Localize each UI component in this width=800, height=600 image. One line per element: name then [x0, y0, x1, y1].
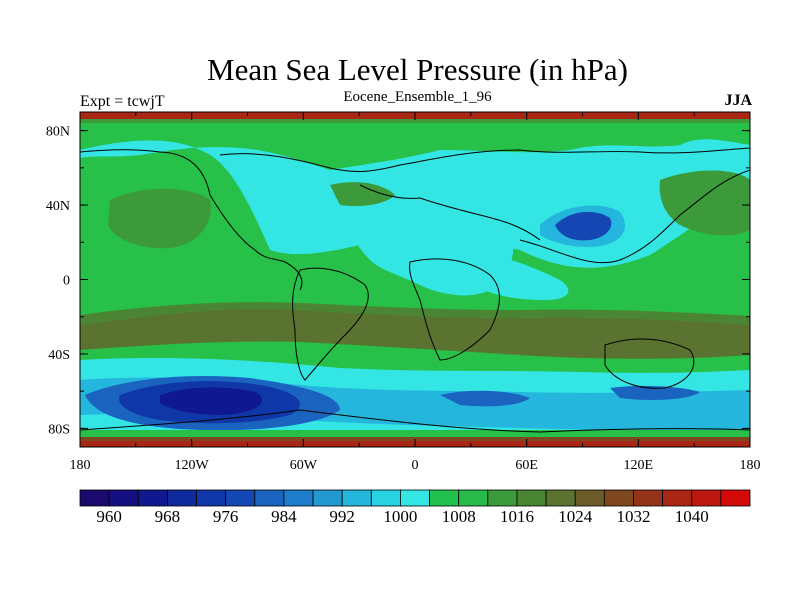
x-tick-label: 60W — [290, 458, 318, 473]
season-label: JJA — [724, 92, 752, 109]
asia-low-core — [555, 211, 612, 241]
colorbar-label: 968 — [155, 507, 181, 526]
colorbar-swatch — [429, 489, 460, 507]
axis-ticks: 180 120W 60W 0 60E 120E 180 80N 40N 0 40S 80S — [46, 112, 761, 473]
colorbar-swatch — [720, 489, 751, 507]
x-tick-label: 120W — [175, 458, 210, 473]
south-low-patch-2 — [440, 390, 530, 407]
colorbar-swatch — [516, 489, 547, 507]
north-america-coast — [80, 149, 303, 291]
colorbar-swatch — [662, 489, 693, 507]
colorbar-swatch — [370, 489, 401, 507]
colorbar-swatch — [312, 489, 343, 507]
pacific-high — [108, 188, 211, 249]
colorbar-swatch — [458, 489, 489, 507]
south-high-belt — [80, 308, 750, 359]
arctic-coast — [219, 147, 750, 172]
colorbar-label: 1000 — [383, 507, 417, 526]
colorbar-swatch — [691, 489, 722, 507]
colorbar-label: 1024 — [558, 507, 593, 526]
south-high-belt-core — [80, 302, 750, 325]
colorbar-swatch — [108, 489, 139, 507]
colorbar-swatch — [137, 489, 168, 507]
colorbar-swatch — [487, 489, 518, 507]
colorbar: 960 968 976 984 992 1000 1008 1016 1024 1032 1040 — [79, 489, 751, 526]
colorbar-label: 1008 — [442, 507, 476, 526]
y-tick-label: 0 — [63, 274, 70, 289]
antarctica-coast — [80, 409, 750, 433]
colorbar-swatch — [400, 489, 430, 507]
colorbar-swatch — [254, 489, 285, 507]
colorbar-label: 960 — [96, 507, 122, 526]
colorbar-swatch — [603, 489, 634, 507]
colorbar-label: 976 — [213, 507, 239, 526]
south-low-core-3 — [160, 387, 263, 415]
colorbar-swatch — [283, 489, 314, 507]
x-tick-label: 180 — [70, 458, 91, 473]
tropical-low — [470, 250, 569, 300]
australia-coast — [604, 338, 695, 389]
x-tick-label: 120E — [624, 458, 654, 473]
europe-coast — [359, 184, 541, 241]
south-america-coast — [292, 267, 369, 381]
colorbar-label: 1032 — [616, 507, 650, 526]
chart-title: Mean Sea Level Pressure (in hPa) — [207, 52, 628, 87]
y-tick-label: 40N — [46, 199, 70, 214]
colorbar-swatch — [196, 489, 227, 507]
coastlines — [80, 147, 750, 433]
colorbar-swatch — [633, 489, 664, 507]
x-tick-label: 0 — [412, 458, 419, 473]
colorbar-swatch — [166, 489, 197, 507]
south-low-patch-3 — [610, 385, 700, 400]
pacific-high-east — [659, 170, 750, 236]
y-tick-label: 80S — [48, 422, 70, 437]
colorbar-swatch — [545, 489, 576, 507]
colorbar-label: 984 — [271, 507, 297, 526]
experiment-label: Expt = tcwjT — [80, 93, 165, 110]
north-polar-band-2 — [80, 119, 750, 123]
y-tick-label: 40S — [48, 348, 70, 363]
south-polar-green — [80, 430, 750, 438]
x-tick-label: 60E — [515, 458, 538, 473]
africa-coast — [409, 258, 500, 361]
colorbar-swatch — [341, 489, 372, 507]
north-low-region-2 — [348, 196, 514, 296]
asia-coast — [519, 169, 750, 264]
colorbar-swatch — [225, 489, 256, 507]
x-tick-label: 180 — [740, 458, 761, 473]
atlantic-high — [330, 182, 395, 207]
colorbar-label: 1040 — [675, 507, 709, 526]
colorbar-swatch — [574, 489, 605, 507]
ensemble-label: Eocene_Ensemble_1_96 — [343, 89, 492, 105]
colorbar-label: 992 — [329, 507, 355, 526]
colorbar-swatch — [79, 489, 110, 507]
colorbar-label: 1016 — [500, 507, 534, 526]
y-tick-label: 80N — [46, 125, 70, 140]
